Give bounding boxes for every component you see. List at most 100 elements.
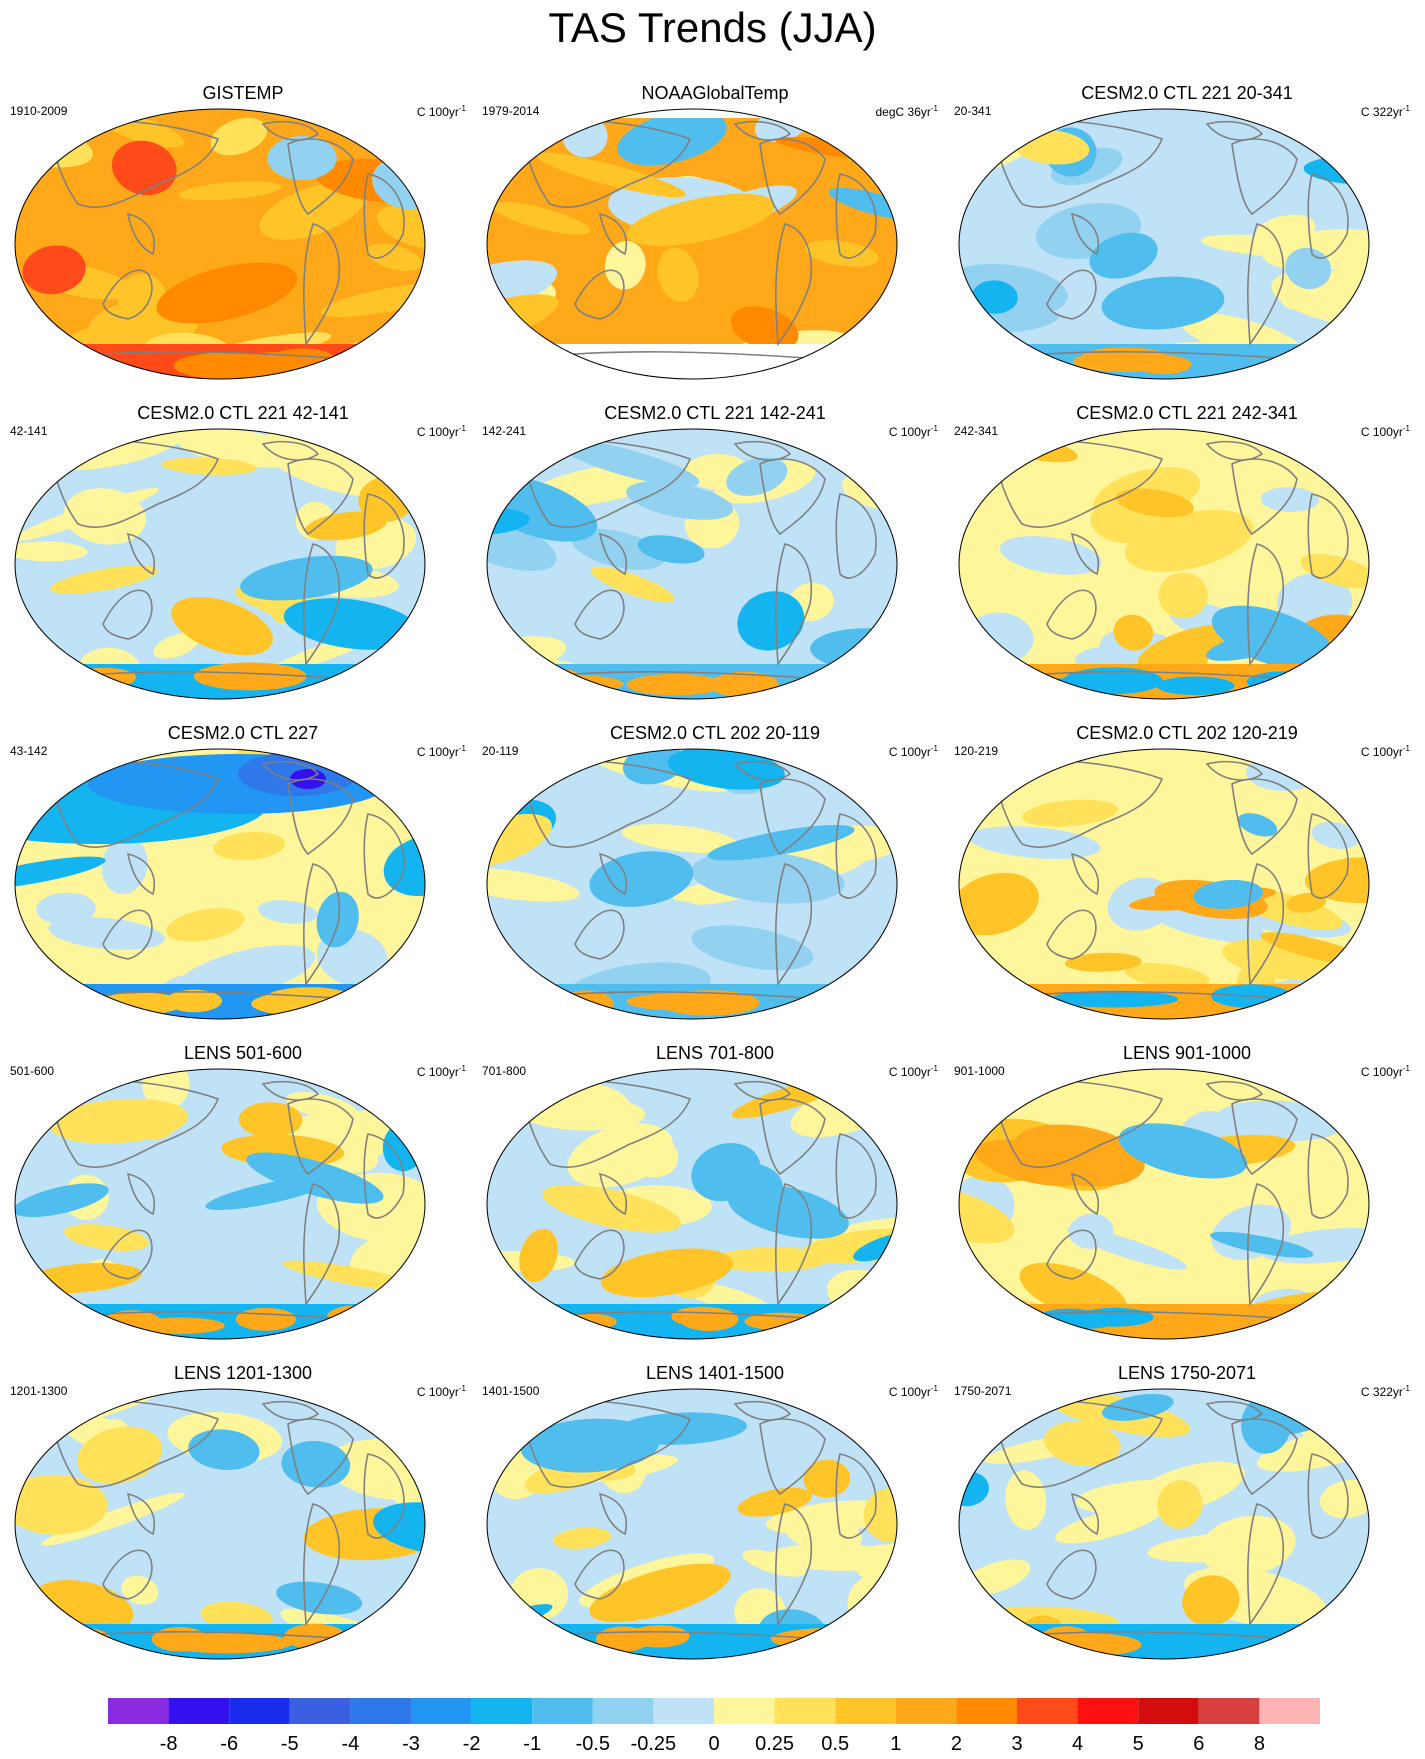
map-panel: LENS 501-600 501-600 C 100yr-1 bbox=[8, 1042, 478, 1347]
units-exponent: -1 bbox=[458, 1064, 466, 1073]
colorbar-swatch bbox=[1259, 1698, 1320, 1724]
units-exponent: -1 bbox=[930, 104, 938, 113]
colorbar-tick-label: -4 bbox=[341, 1733, 360, 1755]
colorbar-tick-label: -8 bbox=[159, 1733, 178, 1755]
panel-period: 1910-2009 bbox=[10, 104, 68, 118]
units-text: C 100yr bbox=[1360, 1065, 1403, 1079]
map-plot bbox=[958, 108, 1370, 380]
colorbar-tick-label: 1 bbox=[890, 1733, 902, 1755]
colorbar-swatch bbox=[471, 1698, 533, 1724]
units-exponent: -1 bbox=[930, 1384, 938, 1393]
panel-title: LENS 501-600 bbox=[183, 1043, 303, 1063]
units-text: C 100yr bbox=[416, 105, 459, 119]
map-plot bbox=[14, 1068, 426, 1340]
colorbar-tick-label: 2 bbox=[950, 1733, 962, 1755]
colorbar-swatch bbox=[289, 1698, 351, 1724]
panel-title: CESM2.0 CTL 221 20-341 bbox=[1081, 83, 1293, 103]
panel-period: 20-119 bbox=[482, 744, 519, 758]
colorbar-swatch bbox=[1198, 1698, 1260, 1724]
panel-title: CESM2.0 CTL 221 242-341 bbox=[1076, 403, 1298, 423]
panel-period: 1401-1500 bbox=[482, 1384, 540, 1398]
colorbar-swatch bbox=[1017, 1698, 1078, 1724]
colorbar-swatch bbox=[1138, 1698, 1199, 1724]
colorbar-tick-label: 5 bbox=[1132, 1733, 1144, 1755]
map-panel: LENS 701-800 701-800 C 100yr-1 bbox=[480, 1042, 950, 1347]
colorbar-swatch bbox=[714, 1698, 775, 1724]
map-panel: CESM2.0 CTL 221 242-341 242-341 C 100yr-1 bbox=[952, 402, 1422, 707]
map-panel: LENS 1201-1300 1201-1300 C 100yr-1 bbox=[8, 1362, 478, 1667]
colorbar-swatch bbox=[108, 1698, 169, 1724]
colorbar-tick-label: 0 bbox=[708, 1733, 720, 1755]
map-plot bbox=[486, 1068, 898, 1340]
panel-units: C 100yr-1 bbox=[1361, 1062, 1410, 1079]
panel-units: C 100yr-1 bbox=[1361, 422, 1410, 439]
panel-period: 1750-2071 bbox=[954, 1384, 1012, 1398]
colorbar-tick-label: 4 bbox=[1072, 1733, 1084, 1755]
units-text: C 100yr bbox=[888, 745, 931, 759]
map-plot bbox=[958, 428, 1370, 700]
panel-title: CESM2.0 CTL 202 20-119 bbox=[609, 723, 821, 743]
map-panel: LENS 1401-1500 1401-1500 C 100yr-1 bbox=[480, 1362, 950, 1667]
panel-units: C 100yr-1 bbox=[417, 102, 466, 119]
panel-title: LENS 1201-1300 bbox=[173, 1363, 313, 1383]
panel-units: C 100yr-1 bbox=[417, 1062, 466, 1079]
map-panel: CESM2.0 CTL 221 142-241 142-241 C 100yr-1 bbox=[480, 402, 950, 707]
colorbar-tick-label: 3 bbox=[1011, 1733, 1023, 1755]
map-plot bbox=[14, 748, 426, 1020]
figure-title: TAS Trends (JJA) bbox=[548, 4, 877, 51]
units-exponent: -1 bbox=[930, 424, 938, 433]
colorbar-tick-label: 0.25 bbox=[755, 1733, 795, 1755]
units-exponent: -1 bbox=[930, 744, 938, 753]
units-exponent: -1 bbox=[1402, 1384, 1410, 1393]
map-plot bbox=[14, 1388, 426, 1660]
panel-title: LENS 701-800 bbox=[655, 1043, 775, 1063]
map-panel: CESM2.0 CTL 221 42-141 42-141 C 100yr-1 bbox=[8, 402, 478, 707]
panel-title: LENS 901-1000 bbox=[1122, 1043, 1252, 1063]
panel-period: 43-142 bbox=[10, 744, 48, 758]
units-exponent: -1 bbox=[930, 1064, 938, 1073]
colorbar-swatch bbox=[229, 1698, 290, 1724]
panel-title: NOAAGlobalTemp bbox=[641, 83, 789, 103]
colorbar-tick-label: -1 bbox=[523, 1733, 542, 1755]
panel-period: 120-219 bbox=[954, 744, 999, 758]
units-text: C 100yr bbox=[416, 745, 459, 759]
panel-title: CESM2.0 CTL 221 142-241 bbox=[604, 403, 826, 423]
map-panel: CESM2.0 CTL 221 20-341 20-341 C 322yr-1 bbox=[952, 82, 1422, 387]
panel-units: degC 36yr-1 bbox=[876, 102, 939, 119]
units-exponent: -1 bbox=[458, 104, 466, 113]
units-text: C 322yr bbox=[1360, 1385, 1403, 1399]
colorbar-swatch bbox=[532, 1698, 593, 1724]
panel-period: 242-341 bbox=[954, 424, 999, 438]
map-plot bbox=[14, 108, 426, 380]
units-text: C 100yr bbox=[416, 1065, 459, 1079]
map-plot bbox=[958, 1388, 1370, 1660]
units-text: C 100yr bbox=[888, 1065, 931, 1079]
colorbar-swatch bbox=[835, 1698, 896, 1724]
panel-units: C 100yr-1 bbox=[417, 1382, 466, 1399]
panel-units: C 100yr-1 bbox=[889, 742, 938, 759]
panel-period: 701-800 bbox=[482, 1064, 527, 1078]
map-plot bbox=[958, 748, 1370, 1020]
panel-period: 20-341 bbox=[954, 104, 992, 118]
colorbar-swatch bbox=[592, 1698, 654, 1724]
units-exponent: -1 bbox=[458, 424, 466, 433]
units-text: C 100yr bbox=[888, 425, 931, 439]
colorbar-tick-label: -0.25 bbox=[630, 1733, 677, 1755]
map-panel: LENS 901-1000 901-1000 C 100yr-1 bbox=[952, 1042, 1422, 1347]
colorbar-tick-label: 8 bbox=[1253, 1733, 1265, 1755]
map-panel: CESM2.0 CTL 227 43-142 C 100yr-1 bbox=[8, 722, 478, 1027]
panel-units: C 322yr-1 bbox=[1361, 1382, 1410, 1399]
map-plot bbox=[958, 1068, 1370, 1340]
panel-title: GISTEMP bbox=[202, 83, 284, 103]
panel-units: C 322yr-1 bbox=[1361, 102, 1410, 119]
map-panel: NOAAGlobalTemp 1979-2014 degC 36yr-1 bbox=[480, 82, 950, 387]
units-text: C 322yr bbox=[1360, 105, 1403, 119]
map-panel: GISTEMP 1910-2009 C 100yr-1 bbox=[8, 82, 478, 387]
units-exponent: -1 bbox=[1402, 744, 1410, 753]
panel-title: LENS 1401-1500 bbox=[645, 1363, 785, 1383]
units-exponent: -1 bbox=[1402, 1064, 1410, 1073]
units-exponent: -1 bbox=[458, 1384, 466, 1393]
colorbar-tick-label: -5 bbox=[280, 1733, 299, 1755]
colorbar-swatch bbox=[1077, 1698, 1139, 1724]
map-panel: CESM2.0 CTL 202 20-119 20-119 C 100yr-1 bbox=[480, 722, 950, 1027]
